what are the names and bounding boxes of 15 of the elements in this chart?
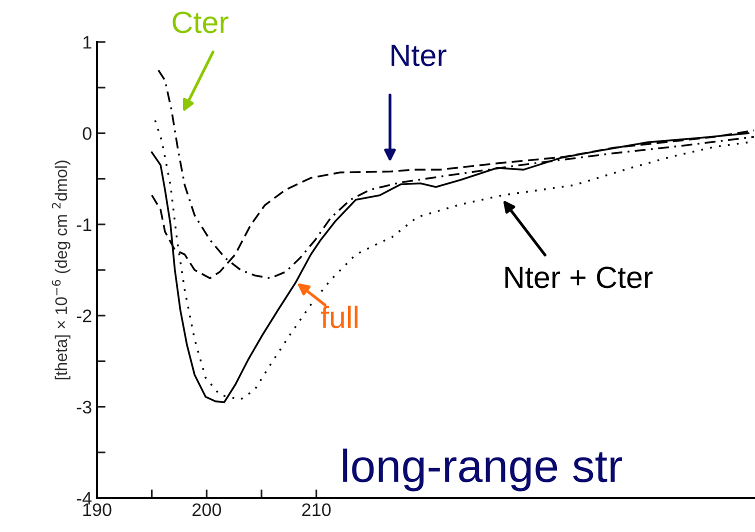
annotation: long-range str: [343, 448, 622, 492]
y-axis-title: [theta] × 10$^{−6}$ (deg cm $^{2}$dmol): [52, 160, 70, 380]
y-tick-label: -3: [76, 400, 92, 414]
y-tick-label: -4: [76, 492, 92, 505]
annotation: Nter + Cter: [505, 266, 653, 288]
x-tick-label: 210: [302, 503, 331, 516]
y-tick-label: 0: [82, 127, 92, 140]
annotation: Nter: [392, 44, 446, 66]
y-tick-label: -2: [76, 310, 92, 322]
x-tick-label: 190: [83, 503, 112, 516]
x-tick-label: 200: [192, 503, 222, 516]
annotation: full: [320, 306, 358, 328]
y-tick-label: -1: [76, 218, 92, 231]
y-tick-label: 1: [83, 36, 92, 49]
text: Cter: [172, 12, 228, 34]
